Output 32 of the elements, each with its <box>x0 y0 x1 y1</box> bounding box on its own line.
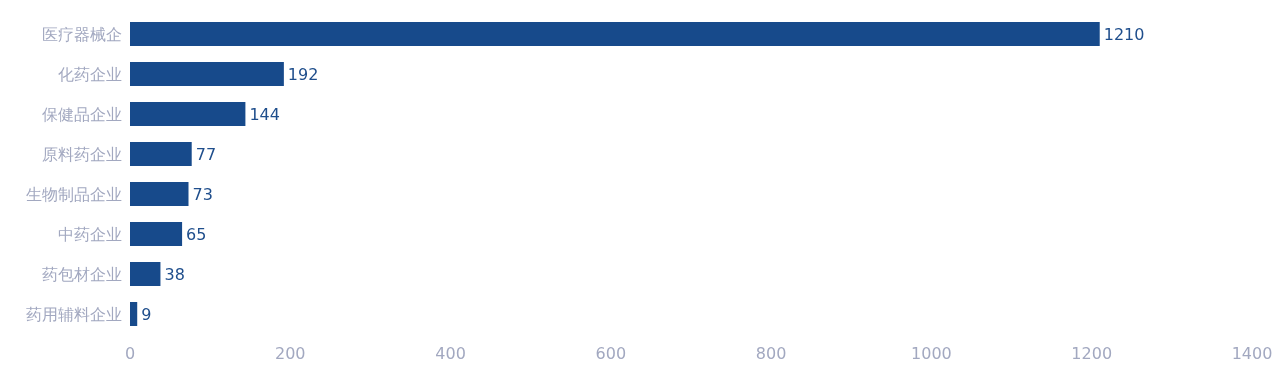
y-tick-label: 中药企业 <box>58 224 122 244</box>
x-tick-label: 200 <box>275 344 306 364</box>
x-tick-label: 400 <box>435 344 466 364</box>
data-label: 144 <box>249 104 280 124</box>
bar <box>130 302 138 326</box>
bar <box>130 22 1100 46</box>
x-tick-label: 1000 <box>911 344 952 364</box>
y-tick-label: 化药企业 <box>58 64 122 84</box>
y-tick-label: 医疗器械企 <box>42 24 122 44</box>
data-label: 9 <box>141 304 152 324</box>
bar <box>130 182 189 206</box>
x-tick-label: 600 <box>595 344 627 364</box>
data-label: 65 <box>186 224 207 244</box>
y-tick-label: 保健品企业 <box>42 104 122 124</box>
y-tick-label: 原料药企业 <box>42 144 122 164</box>
x-tick-label: 1200 <box>1071 344 1113 364</box>
data-label: 38 <box>164 264 185 284</box>
x-tick-label: 0 <box>124 344 136 364</box>
bar <box>130 142 192 166</box>
data-label: 1210 <box>1103 24 1145 44</box>
bar <box>130 62 284 86</box>
bar <box>130 222 183 246</box>
data-label: 192 <box>287 64 319 84</box>
data-label: 73 <box>192 184 213 204</box>
y-tick-label: 药用辅料企业 <box>26 304 122 324</box>
bar <box>130 102 246 126</box>
data-label: 77 <box>195 144 217 164</box>
y-tick-label: 药包材企业 <box>42 264 122 284</box>
x-tick-label: 1400 <box>1231 344 1273 364</box>
y-tick-label: 生物制品企业 <box>26 184 122 204</box>
bar <box>130 262 161 286</box>
x-tick-label: 800 <box>755 344 787 364</box>
